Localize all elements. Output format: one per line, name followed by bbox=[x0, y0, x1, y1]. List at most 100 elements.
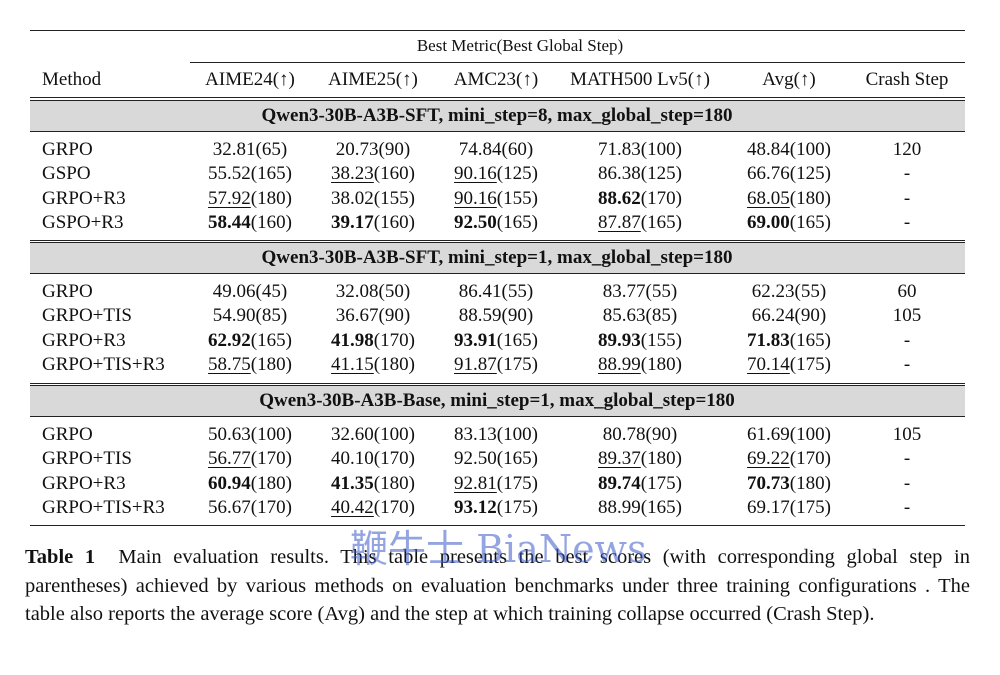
step: (170) bbox=[789, 448, 831, 470]
step: (100) bbox=[496, 424, 538, 445]
score-cell: 39.17(160) bbox=[331, 212, 415, 234]
step: (100) bbox=[789, 424, 831, 445]
score-cell: 92.50(165) bbox=[454, 448, 538, 470]
method-cell: GSPO+R3 bbox=[42, 211, 124, 233]
step: (155) bbox=[496, 187, 538, 209]
group-header: Best Metric(Best Global Step) bbox=[416, 36, 624, 55]
score-cell: 70.14(175) bbox=[747, 354, 831, 376]
score: 90.16 bbox=[454, 163, 497, 185]
step: (65) bbox=[255, 139, 288, 160]
score: 66.24 bbox=[751, 305, 795, 327]
step: (155) bbox=[373, 187, 415, 209]
step: (180) bbox=[250, 353, 292, 375]
step: (170) bbox=[373, 448, 415, 470]
score-cell: 61.69(100) bbox=[747, 424, 831, 446]
score: 89.37 bbox=[598, 448, 641, 470]
section-rule bbox=[30, 525, 965, 526]
score-cell: 85.63(85) bbox=[603, 305, 677, 327]
score: 48.84 bbox=[747, 139, 790, 160]
score: 83.77 bbox=[602, 281, 646, 302]
score-cell: 66.76(125) bbox=[747, 163, 831, 185]
method-cell: GRPO bbox=[42, 139, 93, 160]
step: (170) bbox=[250, 448, 292, 470]
score: 83.13 bbox=[454, 424, 497, 445]
score-cell: 71.83(165) bbox=[747, 330, 831, 352]
score-cell: 88.62(170) bbox=[598, 188, 682, 210]
score: 88.99 bbox=[598, 353, 641, 375]
score-cell: 69.17(175) bbox=[747, 497, 831, 519]
step: (100) bbox=[373, 424, 415, 445]
caption-text: Main evaluation results. This table pres… bbox=[25, 546, 970, 626]
score: 85.63 bbox=[602, 305, 646, 327]
caption-label: Table 1 bbox=[25, 546, 96, 568]
score: 88.99 bbox=[598, 496, 641, 518]
score-cell: 48.84(100) bbox=[747, 139, 831, 161]
step: (90) bbox=[501, 305, 534, 327]
score-cell: 70.73(180) bbox=[747, 473, 831, 495]
column-header: MATH500 Lv5(↑) bbox=[570, 69, 710, 90]
step: (175) bbox=[789, 353, 831, 375]
crash-cell: - bbox=[903, 187, 911, 209]
score: 62.23 bbox=[751, 281, 795, 302]
step: (170) bbox=[640, 187, 682, 209]
score: 74.84 bbox=[458, 139, 502, 160]
step: (155) bbox=[640, 329, 682, 351]
score: 70.14 bbox=[747, 353, 790, 375]
score: 69.17 bbox=[747, 496, 790, 518]
step: (180) bbox=[250, 472, 292, 494]
score: 58.44 bbox=[208, 211, 251, 233]
score-cell: 62.23(55) bbox=[752, 281, 826, 303]
step: (90) bbox=[645, 424, 678, 445]
score: 68.05 bbox=[747, 187, 790, 209]
score-cell: 58.44(160) bbox=[208, 212, 292, 234]
score-cell: 91.87(175) bbox=[454, 354, 538, 376]
score: 36.67 bbox=[335, 305, 379, 327]
step: (180) bbox=[640, 353, 682, 375]
method-cell: GRPO+TIS+R3 bbox=[42, 496, 165, 518]
score-cell: 56.67(170) bbox=[208, 497, 292, 519]
score: 92.81 bbox=[454, 472, 497, 494]
method-cell: GRPO+TIS bbox=[42, 305, 132, 327]
score: 41.15 bbox=[331, 353, 374, 375]
score-cell: 89.93(155) bbox=[598, 330, 682, 352]
step: (165) bbox=[496, 448, 538, 470]
section-title: Qwen3-30B-A3B-SFT, mini_step=8, max_glob… bbox=[261, 105, 733, 126]
crash-cell: - bbox=[903, 496, 911, 518]
score-cell: 41.35(180) bbox=[331, 473, 415, 495]
score-cell: 93.12(175) bbox=[454, 497, 538, 519]
step: (55) bbox=[794, 281, 827, 302]
step: (85) bbox=[645, 305, 678, 327]
score-cell: 38.23(160) bbox=[331, 163, 415, 185]
step: (45) bbox=[255, 281, 288, 302]
score: 71.83 bbox=[598, 139, 641, 160]
step: (165) bbox=[640, 496, 682, 518]
step: (180) bbox=[250, 187, 292, 209]
crash-cell: - bbox=[903, 353, 911, 375]
step: (180) bbox=[789, 472, 831, 494]
step: (125) bbox=[496, 163, 538, 185]
step: (90) bbox=[378, 139, 411, 160]
score: 89.74 bbox=[598, 472, 641, 494]
score-cell: 88.99(165) bbox=[598, 497, 682, 519]
column-header: AIME25(↑) bbox=[328, 69, 418, 90]
section-bar bbox=[30, 385, 965, 417]
score: 32.60 bbox=[331, 424, 374, 445]
score: 38.23 bbox=[331, 163, 374, 185]
score: 62.92 bbox=[208, 329, 251, 351]
score-cell: 92.50(165) bbox=[454, 212, 538, 234]
score: 92.50 bbox=[454, 448, 497, 470]
step: (175) bbox=[496, 353, 538, 375]
method-cell: GRPO+R3 bbox=[42, 329, 126, 351]
score-cell: 87.87(165) bbox=[598, 212, 682, 234]
score-cell: 86.38(125) bbox=[598, 163, 682, 185]
column-header: Method bbox=[42, 69, 102, 90]
crash-cell: - bbox=[903, 211, 911, 233]
section-bar bbox=[30, 100, 965, 132]
crash-cell: - bbox=[903, 472, 911, 494]
step: (160) bbox=[373, 163, 415, 185]
score: 32.08 bbox=[335, 281, 379, 302]
step: (100) bbox=[640, 139, 682, 160]
step: (165) bbox=[640, 211, 682, 233]
score: 93.91 bbox=[454, 329, 497, 351]
column-header: AIME24(↑) bbox=[205, 69, 295, 90]
